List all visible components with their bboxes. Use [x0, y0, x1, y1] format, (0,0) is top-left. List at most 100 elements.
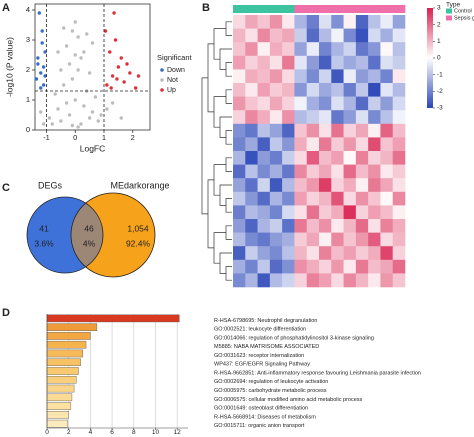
- heatmap-cell: [343, 55, 357, 70]
- heatmap-cell: [306, 42, 320, 57]
- point: [76, 35, 80, 39]
- heatmap-cell: [233, 178, 246, 193]
- heatmap-cell: [343, 28, 357, 43]
- heatmap-cell: [355, 96, 369, 111]
- bar: [46, 419, 68, 428]
- colorbar-label: 0: [437, 55, 441, 62]
- category-label: M5885: NABA MATRISOME ASSOCIATED: [214, 344, 319, 350]
- heatmap-cell: [294, 110, 308, 125]
- heatmap-cell: [294, 28, 308, 43]
- heatmap-cell: [368, 55, 381, 70]
- heatmap-cell: [257, 110, 271, 125]
- type-annotation: [319, 5, 332, 13]
- heatmap-cell: [282, 137, 295, 152]
- set-outline: [70, 192, 156, 278]
- heatmap-cell: [282, 96, 295, 111]
- heatmap-cell: [368, 123, 381, 138]
- legend-label: Control: [454, 8, 472, 14]
- heatmap-cell: [331, 15, 344, 29]
- heatmap-cell: [331, 110, 344, 125]
- heatmap-cell: [343, 178, 357, 193]
- point: [41, 83, 46, 87]
- heatmap-cell: [392, 123, 406, 138]
- heatmap-cell: [331, 273, 344, 288]
- heatmap-cell: [269, 15, 283, 29]
- plot-frame: [34, 3, 151, 131]
- heatmap-cell: [282, 15, 295, 29]
- point: [90, 41, 95, 45]
- heatmap-cell: [269, 110, 283, 125]
- heatmap-cell: [380, 123, 394, 138]
- set-label: MEdarkorange: [110, 180, 169, 190]
- category-label: GO:0001649: osteoblast differentiation: [214, 406, 308, 412]
- panel-letter: C: [2, 182, 10, 194]
- heatmap-cell: [282, 123, 295, 138]
- category-label: GO:0031623: receptor internalization: [214, 353, 304, 359]
- heatmap-cell: [269, 246, 283, 261]
- heatmap-cell: [368, 246, 381, 261]
- heatmap-cell: [306, 55, 320, 70]
- region-count: 46: [84, 223, 94, 233]
- colorbar-label: -3: [437, 105, 443, 112]
- heatmap-cell: [368, 164, 381, 179]
- heatmap-cell: [257, 28, 271, 43]
- heatmap-cell: [294, 232, 308, 247]
- point: [116, 65, 121, 69]
- heatmap-cell: [233, 232, 246, 247]
- dendrogram: [225, 157, 232, 172]
- dendrogram: [225, 130, 232, 145]
- heatmap-cell: [294, 191, 308, 206]
- heatmap-cell: [294, 246, 308, 261]
- heatmap-cell: [331, 42, 344, 57]
- heatmap-cell: [392, 164, 406, 179]
- dendrogram: [207, 43, 214, 113]
- colorbar-label: 3: [437, 5, 441, 12]
- colorbar-label: 2: [437, 21, 441, 28]
- heatmap-cell: [294, 205, 308, 220]
- heatmap-cell: [306, 151, 320, 165]
- category-label: R-HSA-9662851: Anti-inflammatory respons…: [214, 370, 421, 376]
- point: [67, 113, 72, 117]
- point: [36, 62, 40, 66]
- heatmap-cell: [368, 83, 381, 97]
- heatmap-cell: [245, 246, 258, 261]
- point: [39, 71, 43, 75]
- heatmap-cell: [306, 273, 320, 288]
- heatmap-cell: [257, 273, 271, 288]
- heatmap-cell: [380, 96, 394, 111]
- bar: [46, 349, 83, 358]
- point: [110, 74, 115, 78]
- x-tick-label: 2: [67, 429, 71, 436]
- heatmap-cell: [319, 15, 332, 29]
- heatmap-cell: [245, 137, 258, 152]
- heatmap-cell: [233, 164, 246, 179]
- region-percent: 4%: [83, 238, 96, 248]
- point: [59, 68, 63, 72]
- heatmap-cell: [257, 42, 271, 57]
- heatmap-cell: [294, 178, 308, 193]
- heatmap-cell: [355, 178, 369, 193]
- x-tick-label: 12: [174, 429, 182, 436]
- heatmap-cell: [245, 205, 258, 220]
- heatmap-cell: [245, 259, 258, 274]
- heatmap-cell: [306, 123, 320, 138]
- heatmap-cell: [331, 96, 344, 111]
- heatmap-cell: [355, 42, 369, 57]
- heatmap-cell: [269, 164, 283, 179]
- set-outline: [26, 196, 104, 274]
- heatmap-cell: [245, 28, 258, 43]
- heatmap-cell: [392, 55, 406, 70]
- heatmap-cell: [306, 205, 320, 220]
- heatmap-cell: [294, 123, 308, 138]
- heatmap-cell: [269, 55, 283, 70]
- point: [119, 116, 123, 120]
- dendrogram: [225, 198, 232, 213]
- heatmap-cell: [319, 42, 332, 57]
- heatmap-cell: [306, 164, 320, 179]
- type-annotation: [343, 5, 357, 13]
- heatmap-cell: [233, 246, 246, 261]
- heatmap-cell: [355, 273, 369, 288]
- heatmap-cell: [343, 246, 357, 261]
- point: [73, 98, 77, 102]
